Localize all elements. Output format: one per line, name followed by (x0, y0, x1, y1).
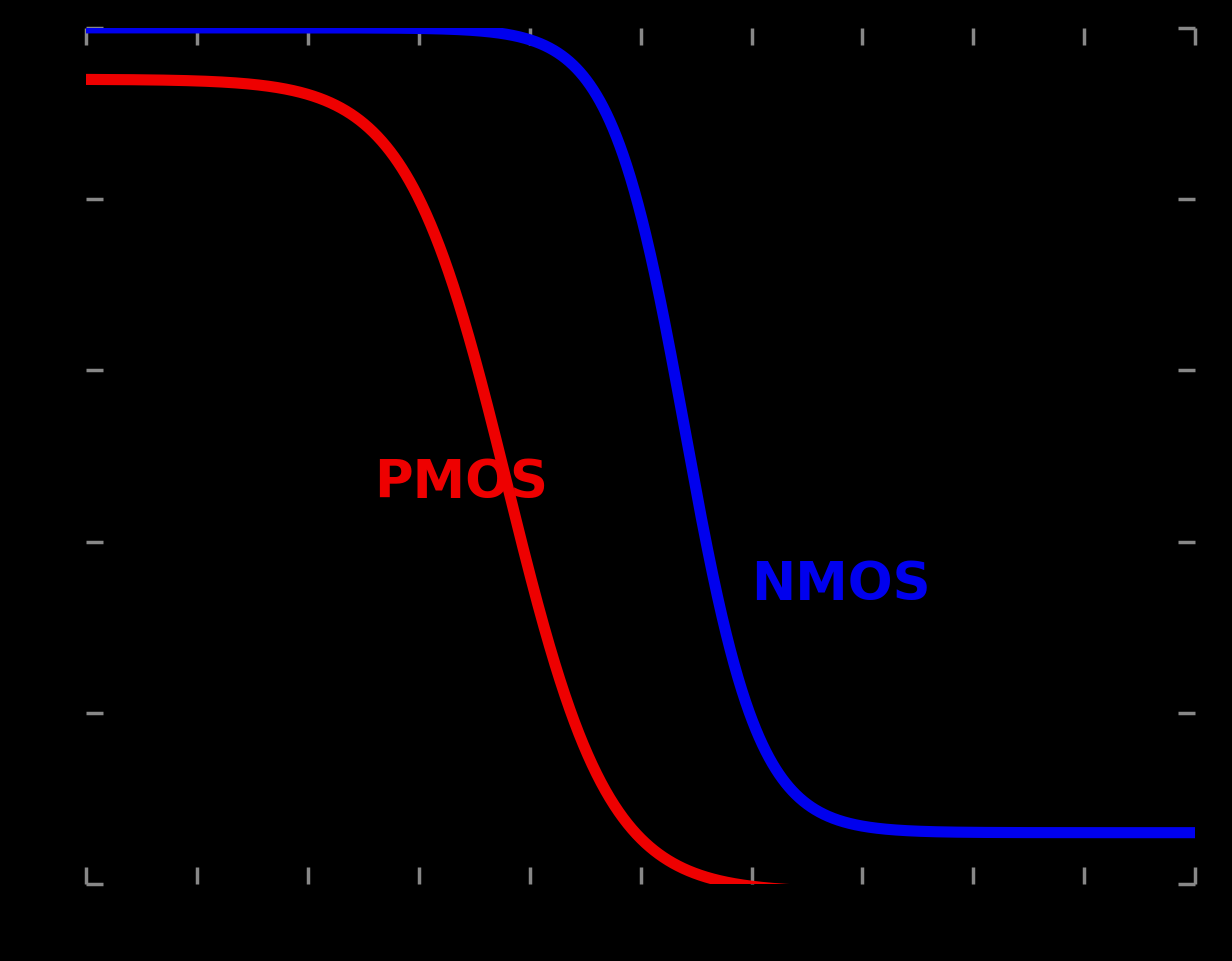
Text: PMOS: PMOS (375, 456, 548, 508)
Text: NMOS: NMOS (752, 558, 931, 611)
